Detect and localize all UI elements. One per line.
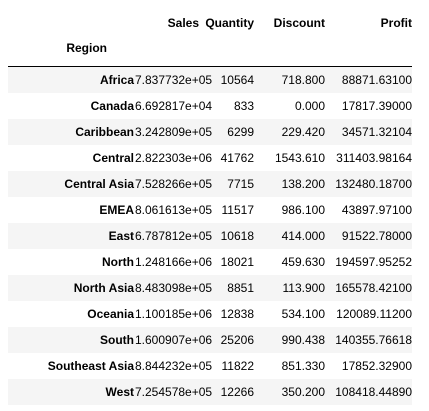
cell-sales: 8.061613e+05 [135, 202, 213, 217]
cell-discount: 986.100 [281, 202, 325, 217]
row-index-label: North Asia [73, 280, 134, 295]
cell-profit: 34571.32104 [341, 124, 412, 139]
cell-quantity: 11517 [221, 202, 254, 217]
row-index-label: Canada [90, 98, 134, 113]
cell-profit: 194597.95252 [335, 254, 412, 269]
column-header-row: Sales Quantity Discount Profit [8, 8, 412, 36]
row-index-label: North [102, 254, 134, 269]
cell-sales: 7.837732e+05 [135, 72, 213, 87]
cell-profit: 91522.78000 [341, 228, 412, 243]
index-name-region: Region [66, 41, 107, 55]
cell-quantity: 10618 [220, 228, 254, 243]
cell-quantity: 6299 [227, 124, 254, 139]
row-index-label: West [105, 384, 134, 399]
table-row: North 1.248166e+06 18021 459.630 194597.9525… [8, 249, 412, 275]
column-header-profit: Profit [380, 16, 412, 30]
cell-sales: 1.100185e+06 [135, 306, 213, 321]
table-row: EMEA 8.061613e+05 11517 986.100 43897.97100 [8, 197, 412, 223]
row-index-label: South [100, 332, 134, 347]
cell-sales: 6.787812e+05 [135, 228, 213, 243]
cell-profit: 43897.97100 [341, 202, 412, 217]
cell-discount: 459.630 [281, 254, 325, 269]
cell-sales: 8.844232e+05 [135, 358, 213, 373]
cell-sales: 7.528266e+05 [135, 176, 213, 191]
cell-sales: 6.692817e+04 [135, 98, 213, 113]
row-index-label: Africa [99, 72, 134, 87]
cell-discount: 534.100 [281, 306, 325, 321]
dataframe-table: Sales Quantity Discount Profit Region Af… [8, 8, 412, 405]
cell-discount: 414.000 [281, 228, 325, 243]
cell-profit: 120089.11200 [336, 306, 412, 321]
cell-discount: 1543.610 [274, 150, 325, 165]
table-row: Central Asia 7.528266e+05 7715 138.200 13248… [8, 170, 412, 197]
cell-profit: 311403.98164 [336, 150, 412, 165]
row-index-label: Oceania [87, 306, 134, 321]
table-row: Africa 7.837732e+05 10564 718.800 88871.6310… [8, 66, 412, 93]
index-row-blank-discount [254, 36, 325, 67]
column-header-sales: Sales [167, 16, 199, 30]
cell-sales: 7.254578e+05 [135, 384, 213, 399]
row-index-label: Central Asia [64, 176, 134, 191]
table-row: Southeast Asia 8.844232e+05 11822 851.330 17… [8, 353, 412, 379]
cell-profit: 108418.44890 [335, 384, 412, 399]
cell-profit: 17817.39000 [341, 98, 412, 113]
table-row: Central 2.822303e+06 41762 1543.610 311403.9… [8, 145, 412, 171]
cell-discount: 113.900 [282, 280, 326, 295]
cell-quantity: 833 [233, 98, 254, 113]
index-row-blank-quantity [199, 36, 254, 67]
cell-quantity: 10564 [220, 72, 254, 87]
table-row: Oceania 1.100185e+06 12838 534.100 120089.11… [8, 301, 412, 327]
table-row: North Asia 8.483098e+05 8851 113.900 165578.… [8, 274, 412, 301]
table-row: East 6.787812e+05 10618 414.000 91522.78000 [8, 222, 412, 249]
cell-profit: 132480.18700 [335, 176, 412, 191]
cell-profit: 165578.42100 [335, 280, 412, 295]
cell-discount: 350.200 [281, 384, 325, 399]
cell-profit: 140355.76618 [335, 332, 412, 347]
table-row: South 1.600907e+06 25206 990.438 140355.7661… [8, 326, 412, 353]
cell-quantity: 12838 [220, 306, 254, 321]
cell-sales: 1.600907e+06 [135, 332, 213, 347]
cell-discount: 718.800 [281, 72, 325, 87]
row-index-label: Central [92, 150, 134, 165]
cell-quantity: 7715 [227, 176, 254, 191]
cell-discount: 138.200 [281, 176, 325, 191]
cell-profit: 17852.32900 [341, 358, 412, 373]
cell-sales: 2.822303e+06 [135, 150, 213, 165]
cell-profit: 88871.63100 [341, 72, 412, 87]
cell-discount: 851.330 [281, 358, 325, 373]
column-header-discount: Discount [273, 16, 325, 30]
cell-sales: 8.483098e+05 [135, 280, 213, 295]
cell-quantity: 8851 [227, 280, 254, 295]
index-name-row: Region [8, 36, 412, 67]
cell-discount: 229.420 [281, 124, 325, 139]
cell-quantity: 18021 [220, 254, 254, 269]
row-index-label: Southeast Asia [47, 358, 134, 373]
index-row-blank-sales [135, 36, 199, 67]
cell-sales: 3.242809e+05 [135, 124, 213, 139]
table-body: Africa 7.837732e+05 10564 718.800 88871.6310… [8, 66, 412, 405]
cell-quantity: 11822 [221, 358, 254, 373]
table-row: Canada 6.692817e+04 833 0.000 17817.39000 [8, 93, 412, 119]
index-header-blank [8, 8, 135, 36]
row-index-label: Caribbean [75, 124, 134, 139]
column-header-quantity: Quantity [205, 16, 254, 30]
cell-discount: 0.000 [294, 98, 325, 113]
cell-discount: 990.438 [281, 332, 325, 347]
row-index-label: EMEA [99, 202, 134, 217]
table-row: West 7.254578e+05 12266 350.200 108418.44890 [8, 378, 412, 405]
cell-quantity: 41762 [220, 150, 254, 165]
table-header: Sales Quantity Discount Profit Region [8, 8, 412, 67]
cell-quantity: 25206 [220, 332, 254, 347]
index-row-blank-profit [325, 36, 412, 67]
table-row: Caribbean 3.242809e+05 6299 229.420 34571.32… [8, 118, 412, 145]
cell-sales: 1.248166e+06 [135, 254, 213, 269]
row-index-label: East [108, 228, 134, 243]
cell-quantity: 12266 [220, 384, 254, 399]
